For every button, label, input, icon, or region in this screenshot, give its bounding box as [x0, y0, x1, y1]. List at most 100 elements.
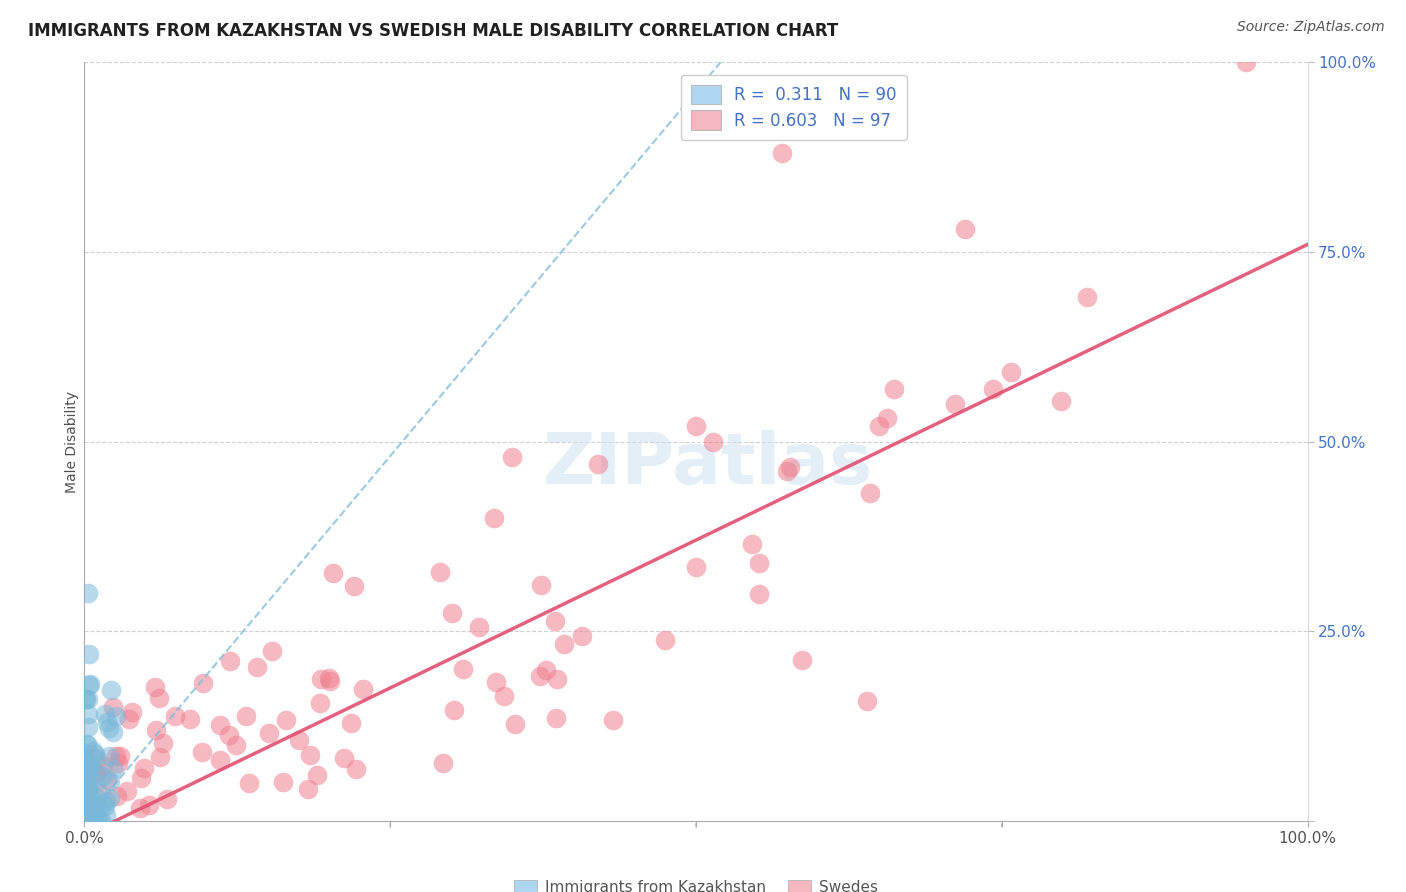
Point: [77, 586, 100, 600]
Point: [80, 812, 103, 826]
Point: [218, 728, 240, 742]
Point: [84, 747, 107, 761]
Point: [73, 766, 96, 780]
Point: [76, 781, 98, 796]
Point: [84, 765, 107, 780]
Point: [546, 672, 568, 686]
Point: [855, 694, 877, 708]
Point: [80, 803, 103, 817]
Point: [492, 689, 515, 703]
Point: [79, 789, 101, 803]
Point: [84, 766, 107, 780]
Point: [245, 660, 267, 674]
Legend: Immigrants from Kazakhstan, Swedes: Immigrants from Kazakhstan, Swedes: [508, 874, 884, 892]
Text: Source: ZipAtlas.com: Source: ZipAtlas.com: [1237, 20, 1385, 34]
Point: [79, 800, 101, 814]
Point: [75, 801, 97, 815]
Point: [75, 759, 97, 773]
Point: [76, 810, 98, 824]
Point: [91, 769, 114, 783]
Point: [876, 410, 898, 425]
Point: [94, 707, 117, 722]
Point: [235, 709, 257, 723]
Point: [77, 707, 100, 722]
Point: [75, 754, 97, 768]
Point: [107, 756, 129, 771]
Point: [77, 692, 100, 706]
Point: [77, 756, 100, 770]
Point: [91, 759, 114, 773]
Point: [333, 750, 356, 764]
Point: [80, 813, 103, 827]
Point: [79, 800, 101, 814]
Point: [156, 792, 179, 806]
Point: [110, 748, 132, 763]
Point: [73, 765, 96, 780]
Point: [105, 748, 128, 763]
Point: [191, 746, 214, 760]
Point: [1000, 365, 1022, 379]
Point: [429, 565, 451, 579]
Point: [318, 674, 340, 689]
Point: [482, 511, 505, 525]
Point: [100, 683, 122, 698]
Point: [77, 810, 100, 824]
Point: [75, 813, 97, 827]
Point: [271, 775, 294, 789]
Point: [98, 773, 121, 788]
Point: [77, 647, 100, 661]
Point: [80, 759, 103, 773]
Point: [148, 690, 170, 705]
Point: [75, 781, 97, 796]
Point: [322, 566, 344, 580]
Point: [685, 559, 707, 574]
Point: [748, 556, 770, 570]
Point: [76, 786, 98, 800]
Point: [73, 810, 96, 824]
Point: [76, 798, 98, 813]
Point: [770, 146, 793, 161]
Point: [84, 776, 107, 790]
Point: [84, 750, 107, 764]
Point: [82, 807, 104, 822]
Point: [75, 691, 97, 706]
Point: [143, 680, 166, 694]
Point: [208, 717, 231, 731]
Point: [77, 720, 100, 734]
Point: [80, 810, 103, 824]
Point: [79, 806, 101, 821]
Point: [129, 771, 152, 785]
Point: [97, 721, 120, 735]
Point: [193, 676, 215, 690]
Point: [73, 774, 96, 789]
Point: [138, 797, 160, 812]
Point: [779, 460, 801, 475]
Point: [86, 751, 108, 765]
Point: [145, 723, 167, 737]
Point: [352, 681, 374, 696]
Point: [75, 790, 97, 805]
Point: [96, 808, 118, 822]
Text: ZIPatlas: ZIPatlas: [543, 430, 873, 499]
Point: [208, 753, 231, 767]
Point: [77, 803, 100, 817]
Point: [105, 708, 128, 723]
Point: [179, 712, 201, 726]
Point: [262, 644, 284, 658]
Point: [82, 762, 104, 776]
Point: [276, 713, 298, 727]
Point: [602, 713, 624, 727]
Point: [983, 382, 1005, 396]
Point: [75, 778, 97, 792]
Point: [75, 797, 97, 811]
Point: [702, 435, 724, 450]
Point: [98, 749, 121, 764]
Point: [945, 397, 967, 411]
Point: [546, 711, 568, 725]
Point: [468, 620, 491, 634]
Point: [118, 712, 141, 726]
Point: [84, 789, 107, 804]
Point: [257, 726, 280, 740]
Point: [309, 696, 332, 710]
Point: [73, 757, 96, 772]
